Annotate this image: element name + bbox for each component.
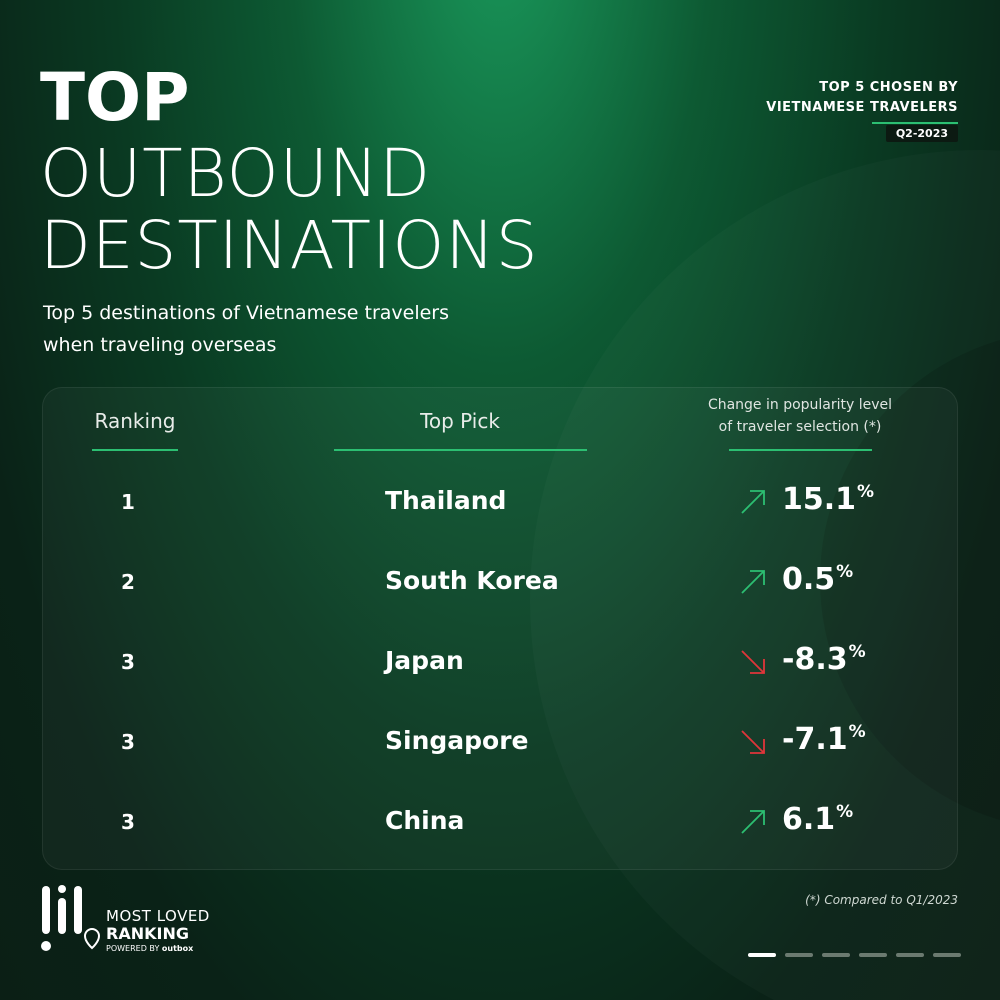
column-header: Ranking: [94, 409, 176, 433]
page-dot: [933, 953, 961, 957]
rank: 1: [121, 490, 135, 514]
change-unit: %: [848, 722, 866, 742]
change-number: -7.1: [782, 722, 848, 757]
page-dot: [822, 953, 850, 957]
arrow-up: [741, 490, 765, 514]
change-value: -8.3%: [782, 642, 866, 677]
logo-mark: [41, 885, 100, 951]
destination: China: [385, 806, 465, 835]
column-header: Change in popularity level: [707, 397, 893, 413]
destination: Singapore: [385, 726, 529, 755]
title: OUTBOUND: [40, 135, 432, 212]
change-unit: %: [848, 642, 866, 662]
change-value: -7.1%: [782, 722, 866, 757]
page-dot: [785, 953, 813, 957]
logo-powered: POWERED BY outbox: [106, 944, 193, 953]
change-value: 0.5%: [782, 562, 853, 597]
page-dot: [896, 953, 924, 957]
arrow-down: [741, 730, 765, 754]
logo-powered-by: POWERED BY: [106, 944, 160, 953]
column-header: of traveler selection (*): [718, 419, 882, 435]
page-dot: [859, 953, 887, 957]
footnote: (*) Compared to Q1/2023: [805, 893, 958, 907]
rank: 2: [121, 570, 135, 594]
change-unit: %: [857, 482, 875, 502]
rank: 3: [121, 650, 135, 674]
arrow-down: [741, 650, 765, 674]
arrow-up: [741, 570, 765, 594]
rank: 3: [121, 730, 135, 754]
destination: Japan: [385, 646, 464, 675]
change-value: 15.1%: [782, 482, 874, 517]
header-underline: [92, 449, 178, 451]
destination: Thailand: [385, 486, 507, 515]
change-number: 0.5: [782, 562, 836, 597]
table-panel: [42, 387, 958, 870]
tag: TOP 5 CHOSEN BY: [819, 80, 958, 95]
badge: Q2-2023: [885, 125, 958, 142]
title: DESTINATIONS: [40, 207, 539, 284]
arrow-up: [741, 810, 765, 834]
tag-rule: [872, 122, 958, 124]
change-number: 6.1: [782, 802, 836, 837]
tag: VIETNAMESE TRAVELERS: [766, 100, 958, 115]
change-unit: %: [836, 802, 854, 822]
change-number: 15.1: [782, 482, 857, 517]
logo-text: MOST LOVED: [106, 907, 210, 925]
header-underline: [729, 449, 872, 451]
change-number: -8.3: [782, 642, 848, 677]
column-header: Top Pick: [420, 409, 500, 433]
subtitle: Top 5 destinations of Vietnamese travele…: [43, 302, 450, 324]
logo-brand: outbox: [161, 944, 194, 953]
rank: 3: [121, 810, 135, 834]
change-unit: %: [836, 562, 854, 582]
page-dot: [748, 953, 776, 957]
change-value: 6.1%: [782, 802, 853, 837]
logo-text: RANKING: [106, 924, 189, 943]
header-underline: [334, 449, 587, 451]
destination: South Korea: [385, 566, 559, 595]
subtitle: when traveling overseas: [43, 334, 277, 356]
title: TOP: [40, 59, 190, 136]
